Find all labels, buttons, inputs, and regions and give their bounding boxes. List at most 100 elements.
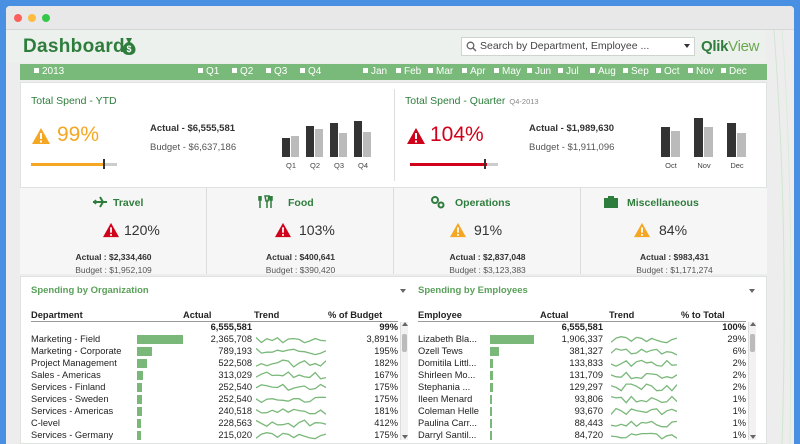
emp-table-row-percent: 1% — [732, 406, 746, 416]
emp-table-menu-chevron-down-icon[interactable] — [749, 289, 755, 293]
quarter-dec-actual-bar — [727, 123, 736, 157]
filter-q2[interactable]: Q2 — [232, 66, 253, 77]
filter-apr[interactable]: Apr — [462, 66, 486, 77]
emp-table-row-trend-sparkline — [611, 395, 677, 404]
ytd-budget: Budget - $6,637,186 — [150, 142, 237, 153]
org-table-row[interactable]: C-level 228,563 412% — [31, 418, 398, 430]
filter-q3[interactable]: Q3 — [266, 66, 287, 77]
filter-nov[interactable]: Nov — [688, 66, 714, 77]
org-total-row: 6,555,581 99% — [210, 322, 398, 332]
emp-table-title: Spending by Employees — [418, 285, 528, 296]
filter-dec[interactable]: Dec — [721, 66, 747, 77]
org-table-row[interactable]: Marketing - Corporate 789,193 195% — [31, 346, 398, 358]
org-col-pct-budget[interactable]: % of Budget — [328, 310, 383, 320]
org-spending-table: Department Actual Trend % of Budget 6,55… — [31, 310, 411, 440]
emp-col-actual[interactable]: Actual — [540, 310, 569, 320]
org-table-row[interactable]: Sales - Americas 313,029 167% — [31, 370, 398, 382]
org-col-actual[interactable]: Actual — [183, 310, 212, 320]
gears-icon — [431, 196, 445, 209]
filter-q4[interactable]: Q4 — [300, 66, 321, 77]
quarter-progress-bar — [410, 159, 498, 169]
ytd-chart-label-q4: Q4 — [358, 161, 368, 170]
org-table-row[interactable]: Services - Germany 215,020 175% — [31, 430, 398, 442]
category-miscellaneous[interactable]: Miscellaneous 84% Actual : $983,431 Budg… — [581, 188, 768, 275]
filter-mar[interactable]: Mar — [428, 66, 453, 77]
maximize-window-button[interactable] — [42, 14, 50, 22]
emp-table-row[interactable]: Shirleen Mo... 131,709 2% — [418, 370, 746, 382]
org-table-row[interactable]: Marketing - Field 2,365,708 3,891% — [31, 334, 398, 346]
org-table-row-name: Services - Germany — [31, 430, 114, 440]
category-travel[interactable]: Travel 120% Actual : $2,334,460 Budget :… — [20, 188, 207, 275]
org-table-row-name: Sales - Americas — [31, 370, 101, 380]
org-table-row-name: Marketing - Corporate — [31, 346, 122, 356]
spending-tables-panel: Spending by Organization Department Actu… — [20, 276, 767, 444]
org-col-department[interactable]: Department — [31, 310, 83, 320]
filter-jul[interactable]: Jul — [558, 66, 579, 77]
org-table-row[interactable]: Project Management 522,508 182% — [31, 358, 398, 370]
scroll-down-icon — [402, 435, 408, 439]
chevron-down-icon[interactable] — [684, 44, 690, 48]
emp-table-scrollbar[interactable] — [748, 322, 756, 440]
filter-sep[interactable]: Sep — [623, 66, 649, 77]
emp-table-row-bar — [490, 419, 493, 428]
emp-table-row[interactable]: Domitila Littl... 133,833 2% — [418, 358, 746, 370]
emp-table-row-percent: 2% — [732, 382, 746, 392]
category-operations[interactable]: Operations 91% Actual : $2,837,048 Budge… — [394, 188, 581, 275]
quarter-oct-actual-bar — [661, 127, 670, 157]
emp-table-row[interactable]: Darryl Santil... 84,720 1% — [418, 430, 746, 442]
filter-jun[interactable]: Jun — [527, 66, 551, 77]
filter-q1[interactable]: Q1 — [198, 66, 219, 77]
org-table-row-percent: 175% — [374, 430, 398, 440]
time-filter-bar: 2013 Q1 Q2 Q3 Q4 Jan Feb Mar Apr May Jun… — [20, 64, 767, 80]
emp-table-row-actual: 84,720 — [574, 430, 603, 440]
org-table-row[interactable]: Services - Finland 252,540 175% — [31, 382, 398, 394]
minimize-window-button[interactable] — [28, 14, 36, 22]
emp-table-row[interactable]: Lizabeth Bla... 1,906,337 29% — [418, 334, 746, 346]
quarter-dec-budget-bar — [737, 133, 746, 157]
food-icon — [258, 195, 273, 208]
airplane-icon — [93, 196, 107, 208]
search-input[interactable]: Search by Department, Employee ... — [461, 37, 695, 56]
filter-jan[interactable]: Jan — [363, 66, 387, 77]
emp-table-row[interactable]: Ileen Menard 93,806 1% — [418, 394, 746, 406]
emp-col-employee[interactable]: Employee — [418, 310, 462, 320]
org-table-row-name: Project Management — [31, 358, 117, 368]
filter-year[interactable]: 2013 — [34, 66, 64, 77]
org-table-row[interactable]: Services - Sweden 252,540 175% — [31, 394, 398, 406]
org-table-scrollbar[interactable] — [400, 322, 408, 440]
org-table-row[interactable]: Services - Americas 240,518 181% — [31, 406, 398, 418]
ytd-q2-actual-bar — [306, 126, 314, 157]
page-title: Dashboard — [23, 36, 125, 57]
org-table-row-trend-sparkline — [256, 371, 326, 380]
filter-oct[interactable]: Oct — [656, 66, 680, 77]
employee-spending-table: Employee Actual Trend % to Total 6,555,5… — [418, 310, 758, 440]
quarter-actual: Actual - $1,989,630 — [529, 123, 615, 134]
quarter-chart-label-dec: Dec — [730, 161, 744, 170]
org-table-row-bar — [137, 335, 183, 344]
org-table-row-actual: 228,563 — [218, 418, 252, 428]
org-table-row-bar — [137, 383, 142, 392]
emp-table-row[interactable]: Paulina Carr... 88,443 1% — [418, 418, 746, 430]
filter-feb[interactable]: Feb — [396, 66, 421, 77]
emp-table-row[interactable]: Ozell Tews 381,327 6% — [418, 346, 746, 358]
org-table-row-actual: 252,540 — [218, 382, 252, 392]
filter-aug[interactable]: Aug — [590, 66, 616, 77]
emp-col-trend[interactable]: Trend — [609, 310, 635, 320]
emp-table-row-name: Coleman Helle — [418, 406, 479, 416]
emp-table-row[interactable]: Coleman Helle 93,670 1% — [418, 406, 746, 418]
warning-icon — [634, 222, 650, 238]
org-table-row-trend-sparkline — [256, 419, 326, 428]
close-window-button[interactable] — [14, 14, 22, 22]
category-food[interactable]: Food 103% Actual : $400,641 Budget : $39… — [207, 188, 394, 275]
org-table-row-name: Services - Sweden — [31, 394, 109, 404]
ytd-q4-actual-bar — [354, 121, 362, 157]
decorative-background — [773, 30, 792, 444]
org-table-row-trend-sparkline — [256, 396, 326, 404]
emp-table-row[interactable]: Stephania ... 129,297 2% — [418, 382, 746, 394]
org-table-menu-chevron-down-icon[interactable] — [400, 289, 406, 293]
org-col-trend[interactable]: Trend — [254, 310, 280, 320]
quarter-monthly-bar-chart: Oct Nov Dec — [661, 118, 746, 170]
emp-col-pct-total[interactable]: % to Total — [681, 310, 725, 320]
filter-may[interactable]: May — [494, 66, 521, 77]
alert-icon — [103, 222, 119, 238]
